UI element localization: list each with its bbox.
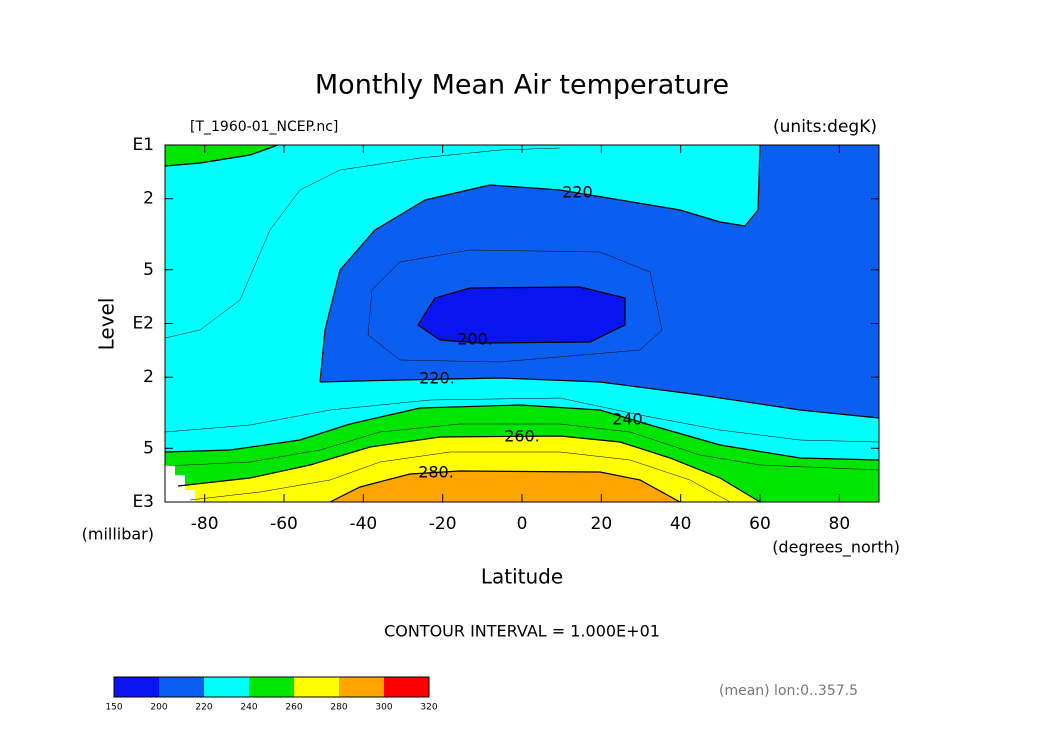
x-tick-label: -60 — [270, 514, 298, 534]
x-units: (degrees_north) — [772, 538, 900, 558]
contour-line — [164, 404, 880, 461]
contour-line — [319, 377, 880, 419]
colorbar-segment — [249, 677, 294, 697]
colorbar-label: 280 — [330, 703, 347, 713]
contour-line — [164, 144, 279, 167]
contour-label: 220. — [419, 369, 455, 388]
contour-label: 280. — [418, 463, 454, 482]
x-tick-label: -40 — [349, 514, 377, 534]
colorbar-segment — [159, 677, 204, 697]
colorbar-segment — [294, 677, 339, 697]
y-tick-label: 5 — [143, 260, 154, 280]
contour-line-minor — [164, 397, 880, 443]
contour-fill — [164, 144, 880, 503]
contour-line — [329, 470, 681, 503]
x-tick-label: -80 — [191, 514, 219, 534]
colorbar-label: 220 — [195, 703, 212, 713]
colorbar-frame — [113, 676, 430, 698]
contour-line-minor — [164, 423, 880, 471]
contour-line-minor — [189, 451, 731, 503]
contour-label: 240. — [612, 410, 648, 429]
contour-region — [330, 471, 680, 502]
contour-interval: CONTOUR INTERVAL = 1.000E+01 — [384, 622, 660, 641]
y-tick-label: E2 — [132, 314, 154, 334]
y-axis-label: Level — [95, 298, 119, 351]
subtitle: [T_1960-01_NCEP.nc] — [190, 119, 338, 135]
x-tick-label: -20 — [429, 514, 457, 534]
y-tick-label: 2 — [143, 189, 154, 209]
contour-label: 200. — [457, 330, 493, 349]
contour-region — [165, 145, 278, 166]
contour-region — [320, 145, 879, 418]
colorbar-label: 300 — [375, 703, 392, 713]
contour-line — [319, 144, 761, 383]
colorbar-segment — [114, 677, 159, 697]
chart-title: Monthly Mean Air temperature — [315, 70, 729, 101]
colorbar-segment — [384, 677, 429, 697]
x-tick-label: 80 — [829, 514, 851, 534]
contour-line-minor — [367, 249, 663, 363]
colorbar-label: 320 — [420, 703, 437, 713]
colorbar-segment — [204, 677, 249, 697]
y-tick-label: E1 — [132, 135, 154, 155]
y-tick-label: 2 — [143, 367, 154, 387]
x-tick-label: 60 — [749, 514, 771, 534]
contour-label: 220. — [562, 183, 598, 202]
x-tick-label: 40 — [670, 514, 692, 534]
colorbar-label: 150 — [105, 703, 122, 713]
x-axis-label: Latitude — [481, 565, 563, 589]
colorbar-label: 240 — [240, 703, 257, 713]
contour-region — [418, 287, 625, 343]
y-tick-label: 5 — [143, 438, 154, 458]
contour-label: 260. — [504, 427, 540, 446]
colorbar-label: 260 — [285, 703, 302, 713]
y-units: (millibar) — [82, 525, 154, 544]
y-tick-label: E3 — [132, 492, 154, 512]
units: (units:degK) — [773, 117, 877, 137]
contour-line-minor — [164, 147, 561, 339]
missing-data — [165, 465, 195, 502]
x-tick-label: 20 — [591, 514, 613, 534]
footnote: (mean) lon:0..357.5 — [719, 683, 858, 699]
contour-line — [417, 286, 626, 344]
x-tick-label: 0 — [517, 514, 528, 534]
colorbar-segment — [339, 677, 384, 697]
colorbar-label: 200 — [150, 703, 167, 713]
contour-line — [177, 435, 761, 503]
